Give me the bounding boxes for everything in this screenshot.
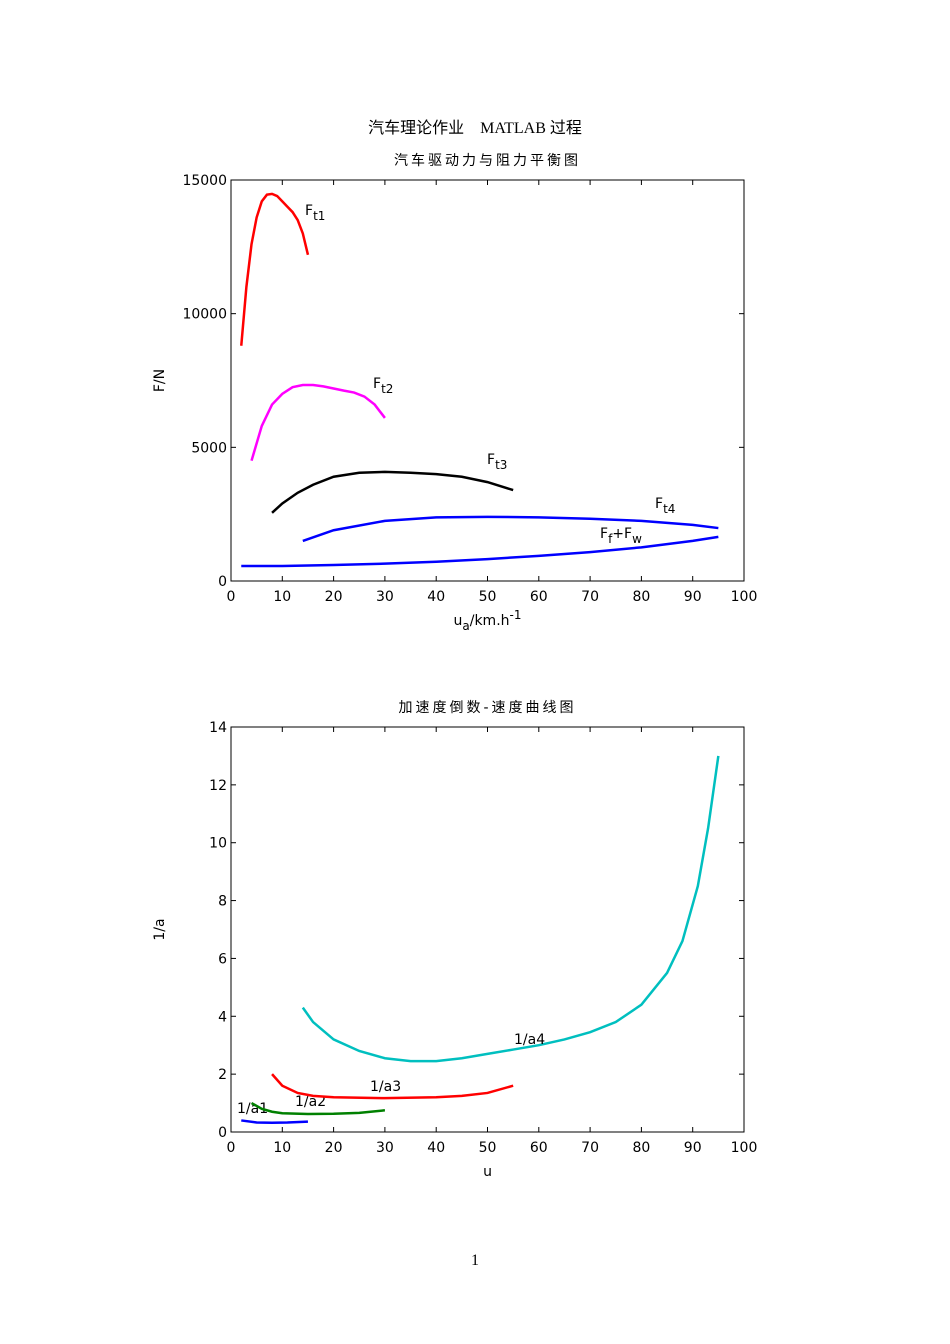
- subscript: a: [462, 619, 469, 633]
- y-axis-label: F/N: [152, 369, 168, 392]
- subscript: t4: [663, 502, 675, 516]
- x-tick-label: 100: [731, 1140, 758, 1156]
- y-tick-label: 0: [218, 1125, 227, 1141]
- y-tick-label: 0: [218, 574, 227, 590]
- series-label: 1/a4: [514, 1032, 545, 1048]
- plot-frame: [230, 179, 745, 582]
- page-number: 1: [471, 1252, 479, 1269]
- x-tick-label: 90: [684, 1140, 702, 1156]
- subscript: -1: [510, 608, 522, 622]
- subscript: t2: [381, 382, 393, 396]
- y-tick-label: 10: [209, 836, 227, 852]
- x-tick-label: 20: [325, 589, 343, 605]
- y-tick-label: 2: [218, 1067, 227, 1083]
- label-text: 1/a3: [370, 1079, 401, 1095]
- label-text: 1/a1: [237, 1101, 268, 1117]
- label-text: F: [305, 203, 313, 219]
- subscript: w: [632, 532, 642, 546]
- document-title: 汽车理论作业 MATLAB 过程: [368, 119, 582, 137]
- label-text: F: [655, 496, 663, 512]
- series-label: Ft4: [655, 496, 675, 516]
- subscript: t3: [495, 458, 507, 472]
- x-tick-label: 20: [325, 1140, 343, 1156]
- chart-title: 汽车驱动力与阻力平衡图: [394, 152, 581, 169]
- x-tick-label: 60: [530, 589, 548, 605]
- x-axis-label: ua/km.h-1: [454, 608, 522, 633]
- x-tick-label: 10: [273, 1140, 291, 1156]
- series-line: [241, 1119, 309, 1124]
- x-tick-label: 60: [530, 1140, 548, 1156]
- x-tick-label: 90: [684, 589, 702, 605]
- subscript: f: [608, 532, 613, 546]
- label-text: u: [483, 1164, 492, 1180]
- series-label: 1/a1: [237, 1101, 268, 1117]
- plot-frame: [230, 726, 745, 1133]
- series-line: [271, 470, 514, 514]
- y-tick-label: 6: [218, 951, 227, 967]
- x-tick-label: 50: [479, 589, 497, 605]
- label-text: /km.h: [470, 613, 510, 629]
- y-axis-label: 1/a: [152, 918, 168, 940]
- x-tick-label: 100: [731, 589, 758, 605]
- x-tick-label: 10: [273, 589, 291, 605]
- label-text: 1/a2: [295, 1094, 326, 1110]
- label-text: u: [454, 613, 463, 629]
- series-label: Ft1: [305, 203, 325, 223]
- series-label: Ft2: [373, 376, 393, 396]
- series-line: [241, 535, 719, 568]
- x-tick-label: 70: [581, 1140, 599, 1156]
- series-label: 1/a2: [295, 1094, 326, 1110]
- x-tick-label: 0: [227, 589, 236, 605]
- label-text: +F: [612, 526, 632, 542]
- x-tick-label: 40: [427, 589, 445, 605]
- label-text: F: [373, 376, 381, 392]
- chart-title: 加速度倒数-速度曲线图: [398, 700, 576, 716]
- series-line: [302, 515, 719, 543]
- series-line: [301, 755, 720, 1063]
- x-tick-label: 80: [632, 589, 650, 605]
- series-label: 1/a3: [370, 1079, 401, 1095]
- series-label: Ft3: [487, 452, 507, 472]
- x-tick-label: 70: [581, 589, 599, 605]
- label-text: F: [600, 526, 608, 542]
- series-line: [250, 1101, 386, 1116]
- series-line: [250, 383, 386, 462]
- y-tick-label: 10000: [182, 307, 227, 323]
- label-text: 1/a4: [514, 1032, 545, 1048]
- label-text: F: [487, 452, 495, 468]
- y-tick-label: 8: [218, 894, 227, 910]
- x-tick-label: 30: [376, 1140, 394, 1156]
- x-tick-label: 0: [227, 1140, 236, 1156]
- x-tick-label: 80: [632, 1140, 650, 1156]
- y-tick-label: 12: [209, 778, 227, 794]
- series-label: Ff+Fw: [600, 526, 642, 546]
- y-tick-label: 4: [218, 1009, 227, 1025]
- x-tick-label: 40: [427, 1140, 445, 1156]
- subscript: t1: [313, 209, 325, 223]
- y-tick-label: 15000: [182, 173, 227, 189]
- y-tick-label: 14: [209, 720, 227, 736]
- series-line: [271, 1073, 514, 1100]
- y-tick-label: 5000: [191, 440, 227, 456]
- series-line: [240, 192, 310, 346]
- x-axis-label: u: [483, 1164, 492, 1180]
- x-tick-label: 30: [376, 589, 394, 605]
- x-tick-label: 50: [479, 1140, 497, 1156]
